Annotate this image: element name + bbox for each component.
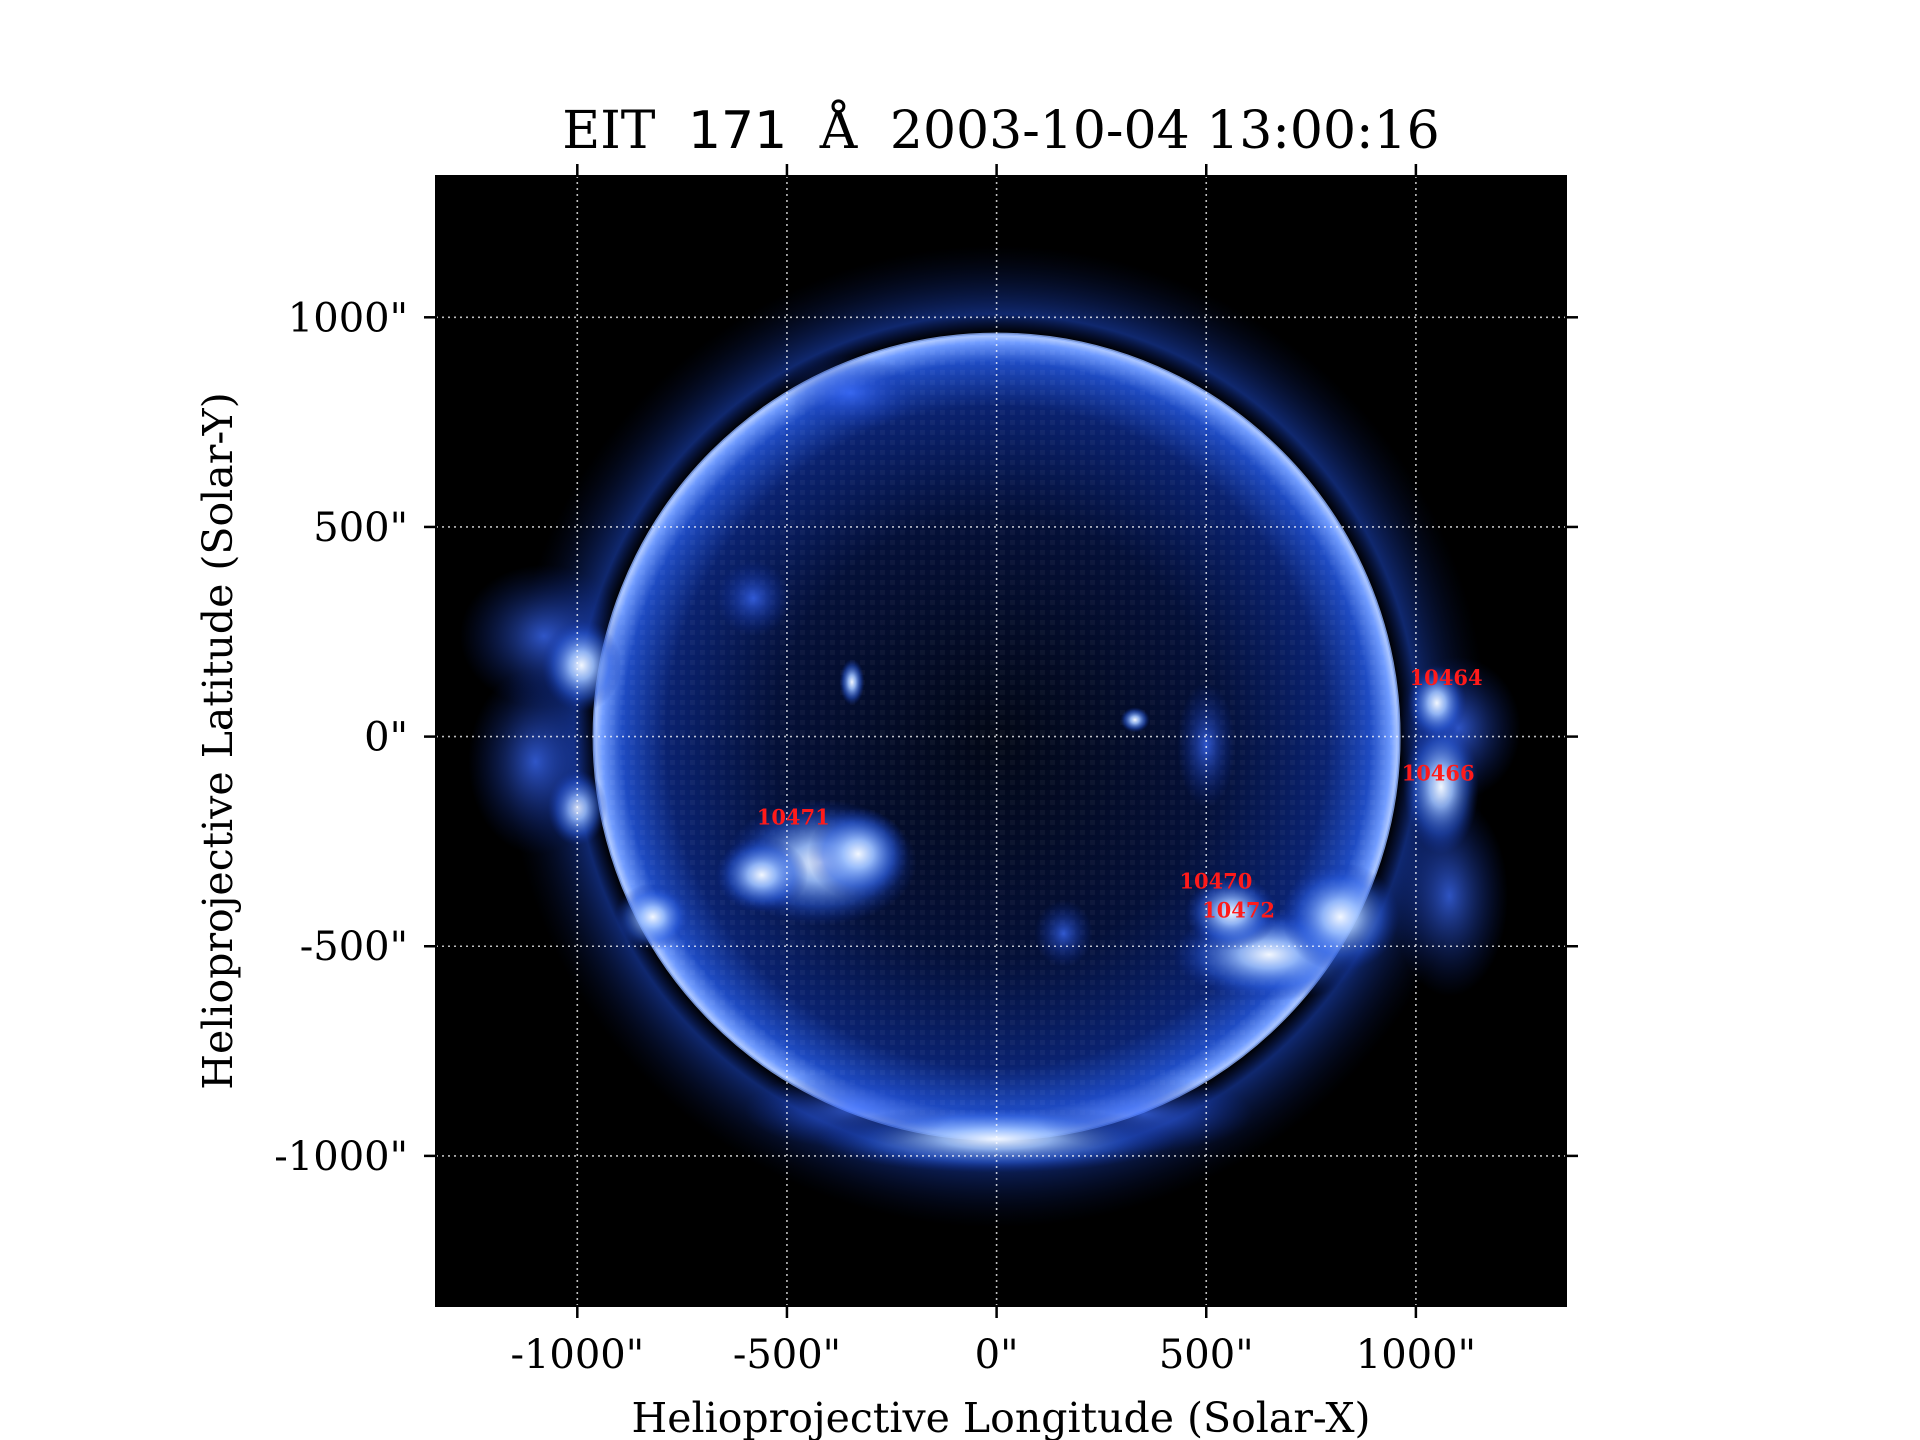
- bright-region: [1185, 874, 1278, 951]
- bright-region: [468, 669, 603, 855]
- disk-texture: [594, 334, 1400, 1140]
- bright-region: [807, 807, 909, 901]
- bright-regions: [459, 355, 1521, 1173]
- x-tick-label: 0": [975, 1332, 1019, 1378]
- bright-region: [1407, 665, 1467, 741]
- bright-region: [745, 1072, 955, 1148]
- bright-region: [1281, 862, 1400, 972]
- bright-region: [839, 659, 865, 706]
- active-region-label: 10466: [1402, 761, 1475, 786]
- axes-frame: [435, 175, 1567, 1307]
- title-instrument: EIT: [562, 101, 656, 161]
- bright-region: [1034, 1076, 1253, 1152]
- y-tick-label: 500": [313, 505, 408, 551]
- bright-region: [1176, 682, 1236, 808]
- coordinate-grid: [436, 176, 1566, 1306]
- bright-region: [1120, 707, 1150, 733]
- active-region-label: 10472: [1202, 898, 1275, 923]
- x-tick-label: -500": [733, 1332, 841, 1378]
- y-tick-label: -1000": [274, 1134, 408, 1180]
- x-tick-label: 500": [1159, 1332, 1254, 1378]
- y-axis-label: Helioprojective Latitude (Solar-Y): [194, 392, 242, 1089]
- bright-region: [1390, 795, 1509, 997]
- title-wavelength: 171: [688, 101, 787, 161]
- active-region-label: 10470: [1179, 868, 1252, 893]
- bright-region: [782, 355, 917, 431]
- title-timestamp: 2003-10-04 13:00:16: [890, 101, 1440, 161]
- y-tick-label: 1000": [288, 295, 408, 341]
- active-region-labels: 10464 10466 10471 10470 10472: [757, 665, 1483, 923]
- solar-image: [459, 245, 1521, 1228]
- title-unit: Å: [819, 99, 859, 161]
- bright-region: [615, 883, 691, 951]
- x-tick-label: 1000": [1356, 1332, 1476, 1378]
- active-region-label: 10471: [757, 805, 830, 830]
- bright-region: [1034, 900, 1094, 968]
- bright-region: [715, 560, 792, 636]
- x-axis-label: Helioprojective Longitude (Solar-X): [631, 1394, 1370, 1440]
- y-tick-label: 0": [364, 715, 408, 761]
- y-tick-label: -500": [300, 924, 408, 970]
- x-axis-ticks: -1000" -500" 0" 500" 1000": [510, 164, 1476, 1378]
- y-axis-ticks: -1000" -500" 0" 500" 1000": [274, 295, 1578, 1180]
- active-region-label: 10464: [1410, 665, 1483, 690]
- x-tick-label: -1000": [510, 1332, 644, 1378]
- chart-title: EIT 171 Å 2003-10-04 13:00:16: [562, 99, 1440, 161]
- bright-region: [715, 837, 808, 913]
